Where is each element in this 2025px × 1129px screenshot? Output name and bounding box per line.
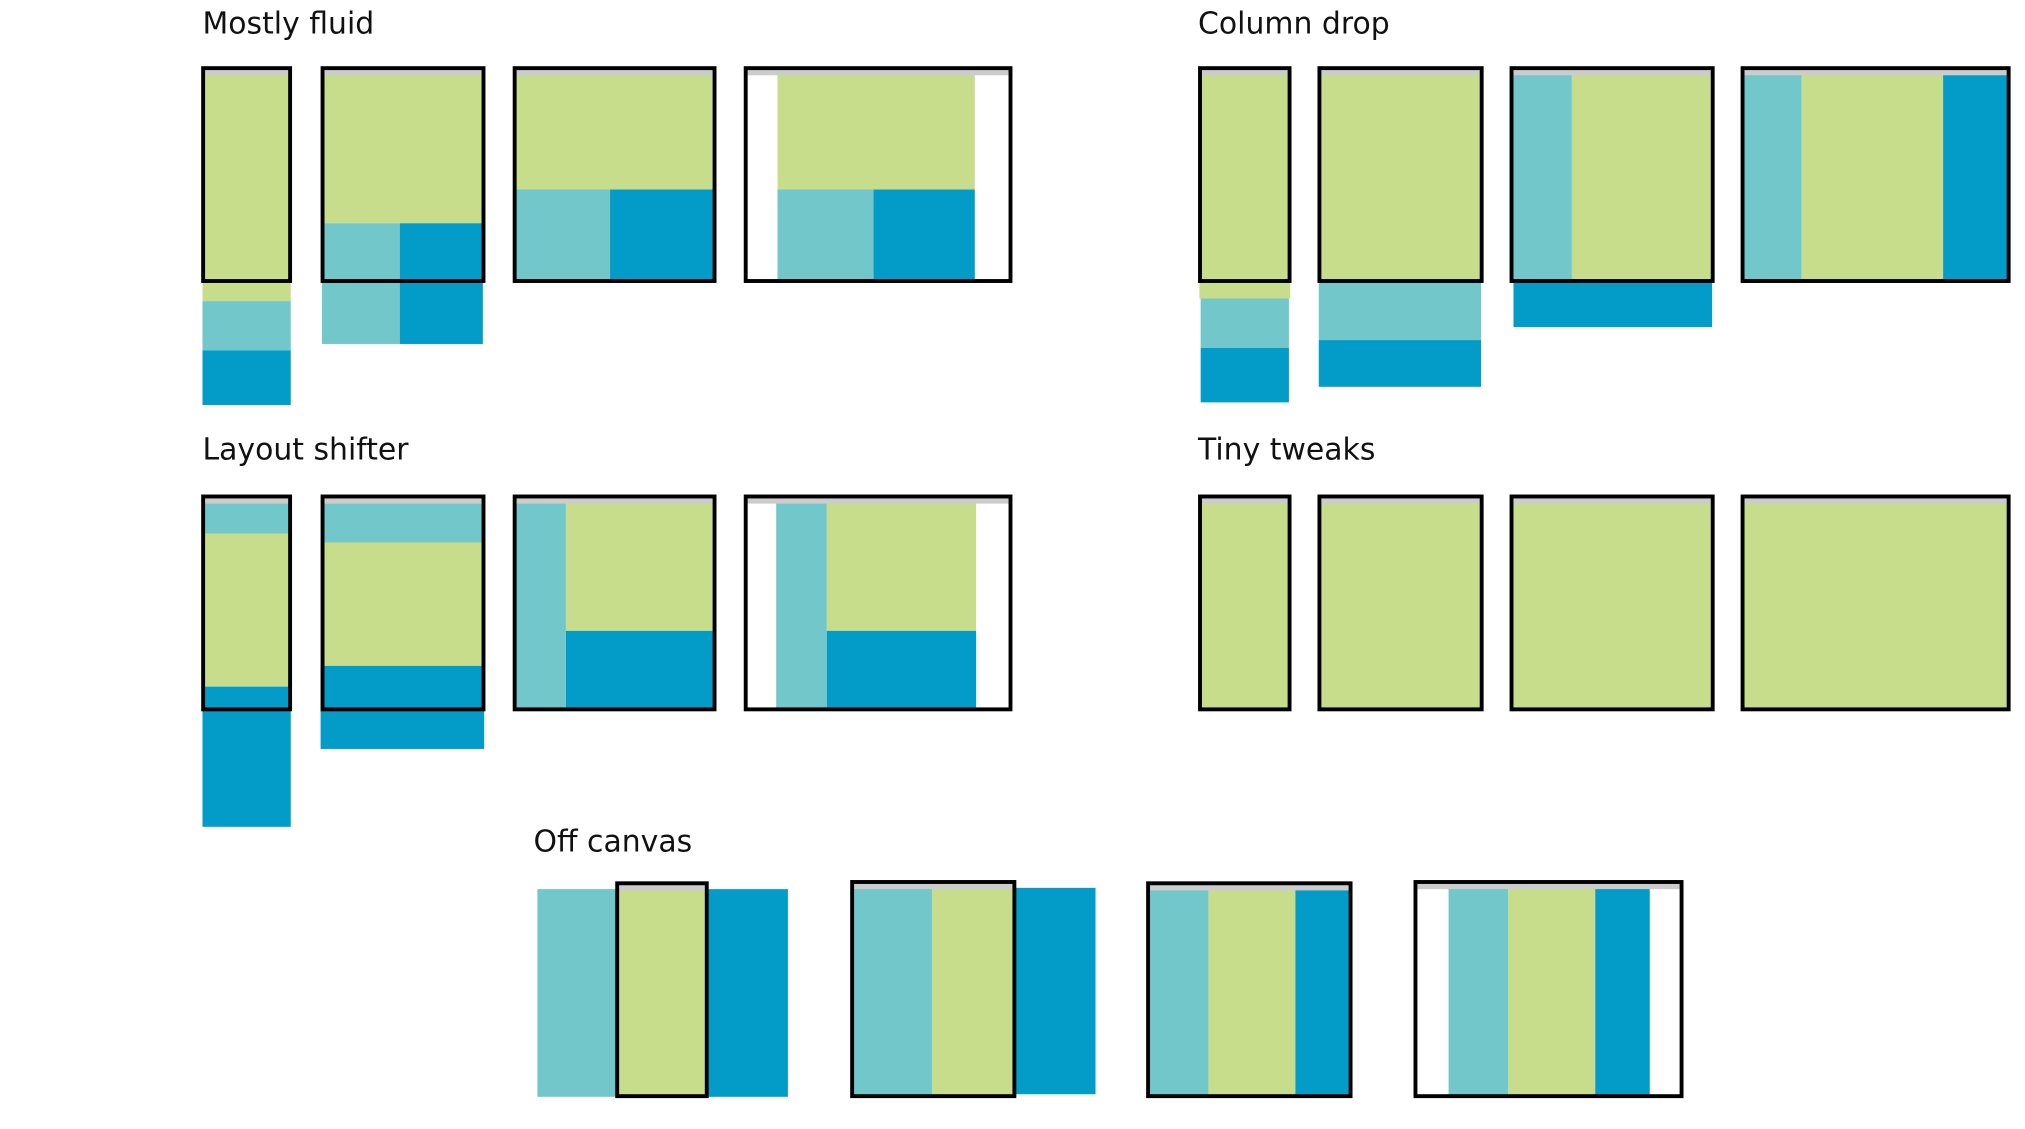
- column-drop-small-tertiary-column-block: [1200, 347, 1289, 403]
- off-canvas-large-tertiary-column-block: [1295, 889, 1350, 1097]
- tiny-tweaks-small-viewport-frame: [1198, 494, 1292, 712]
- off-canvas-large-viewport-frame-browser-bar: [1148, 883, 1350, 891]
- column-drop-xlarge-tertiary-column-block: [1943, 72, 2010, 282]
- layout-shifter-xlarge-tertiary-column-block: [826, 630, 977, 711]
- mostly-fluid-xlarge-tertiary-column-block: [873, 189, 975, 282]
- off-canvas-medium-viewport-frame-browser-bar: [852, 882, 1014, 890]
- layout-shifter-large-viewport-frame-browser-bar: [515, 497, 714, 504]
- tiny-tweaks-xlarge-viewport-frame: [1740, 494, 2011, 712]
- column-drop-large-viewport-frame: [1509, 66, 1715, 283]
- mostly-fluid-large-viewport-frame: [512, 66, 717, 283]
- column-drop-large-main-content-block: [1571, 72, 1714, 282]
- off-canvas-medium-main-content-block: [931, 887, 1014, 1097]
- off-canvas-xlarge-tertiary-column-block: [1595, 887, 1650, 1097]
- column-drop-small-main-content-block: [1199, 72, 1291, 299]
- mostly-fluid-large-main-content-block: [514, 72, 716, 190]
- column-drop-small-viewport-frame: [1198, 66, 1292, 283]
- layout-shifter-small-viewport-frame: [201, 494, 293, 712]
- layout-shifter-medium-viewport-frame-browser-bar: [323, 497, 483, 504]
- column-drop-small-secondary-column-block: [1200, 298, 1289, 348]
- off-canvas-medium-viewport-frame: [850, 880, 1017, 1099]
- off-canvas-large-viewport-frame: [1146, 881, 1353, 1099]
- title-mostly-fluid: Mostly fluid: [202, 7, 375, 42]
- column-drop-medium-secondary-column-block: [1318, 281, 1482, 341]
- off-canvas-medium-secondary-column-block: [851, 887, 932, 1097]
- mostly-fluid-xlarge-secondary-column-block: [777, 189, 874, 282]
- column-drop-xlarge-viewport-frame-browser-bar: [1743, 68, 2009, 76]
- mostly-fluid-xlarge-main-content-block: [777, 72, 975, 190]
- column-drop-medium-tertiary-column-block: [1318, 340, 1482, 387]
- layout-shifter-large-main-content-block: [565, 502, 716, 631]
- off-canvas-small-secondary-column-block: [537, 889, 617, 1097]
- column-drop-xlarge-viewport-frame: [1740, 66, 2011, 283]
- column-drop-small-viewport-frame-browser-bar: [1200, 68, 1289, 76]
- tiny-tweaks-large-viewport-frame-browser-bar: [1512, 497, 1713, 504]
- tiny-tweaks-small-viewport-frame-browser-bar: [1200, 497, 1289, 504]
- title-layout-shifter: Layout shifter: [202, 433, 409, 468]
- layout-shifter-xlarge-secondary-column-block: [776, 502, 827, 711]
- layout-shifter-small-viewport-frame-browser-bar: [203, 497, 290, 504]
- mostly-fluid-medium-main-content-block: [321, 72, 485, 224]
- title-tiny-tweaks: Tiny tweaks: [1198, 433, 1376, 468]
- layout-shifter-medium-tertiary-column-block: [320, 665, 485, 749]
- layout-shifter-medium-main-content-block: [321, 542, 485, 666]
- off-canvas-xlarge-viewport-frame: [1413, 880, 1684, 1099]
- layout-shifter-xlarge-main-content-block: [826, 502, 977, 631]
- mostly-fluid-small-viewport-frame-browser-bar: [203, 68, 290, 76]
- layout-shifter-medium-viewport-frame: [320, 494, 486, 712]
- tiny-tweaks-large-main-content-block: [1510, 501, 1714, 711]
- column-drop-xlarge-main-content-block: [1801, 72, 1944, 282]
- column-drop-medium-main-content-block: [1318, 72, 1483, 282]
- tiny-tweaks-xlarge-viewport-frame-browser-bar: [1743, 497, 2009, 504]
- tiny-tweaks-medium-viewport-frame: [1317, 494, 1484, 712]
- mostly-fluid-medium-viewport-frame: [320, 66, 486, 283]
- layout-shifter-large-secondary-column-block: [514, 502, 566, 711]
- column-drop-large-secondary-column-block: [1512, 72, 1572, 282]
- off-canvas-medium-tertiary-column-block: [1015, 887, 1096, 1095]
- column-drop-medium-viewport-frame-browser-bar: [1320, 68, 1482, 76]
- mostly-fluid-medium-tertiary-column-block: [399, 223, 483, 344]
- title-column-drop: Column drop: [1198, 7, 1390, 42]
- mostly-fluid-small-tertiary-column-block: [202, 350, 291, 405]
- tiny-tweaks-medium-main-content-block: [1318, 501, 1483, 711]
- mostly-fluid-xlarge-viewport-frame-browser-bar: [746, 68, 1010, 76]
- mostly-fluid-small-main-content-block: [202, 72, 291, 302]
- layout-shifter-small-secondary-column-block: [202, 502, 291, 534]
- off-canvas-xlarge-secondary-column-block: [1448, 887, 1509, 1097]
- column-drop-medium-viewport-frame: [1317, 66, 1484, 283]
- tiny-tweaks-small-main-content-block: [1199, 501, 1291, 711]
- layout-shifter-large-tertiary-column-block: [565, 630, 716, 711]
- off-canvas-large-main-content-block: [1208, 889, 1296, 1097]
- off-canvas-xlarge-main-content-block: [1508, 887, 1596, 1097]
- mostly-fluid-small-viewport-frame: [201, 66, 293, 283]
- layout-shifter-xlarge-viewport-frame: [743, 494, 1013, 712]
- layout-shifter-small-main-content-block: [202, 533, 291, 687]
- column-drop-large-tertiary-column-block: [1513, 281, 1713, 328]
- mostly-fluid-large-tertiary-column-block: [610, 189, 716, 282]
- off-canvas-large-secondary-column-block: [1148, 889, 1209, 1097]
- off-canvas-small-viewport-frame-browser-bar: [617, 883, 707, 891]
- tiny-tweaks-large-viewport-frame: [1509, 494, 1715, 712]
- mostly-fluid-medium-secondary-column-block: [321, 223, 400, 344]
- layout-shifter-medium-secondary-column-block: [321, 502, 485, 543]
- title-off-canvas: Off canvas: [533, 825, 693, 860]
- mostly-fluid-xlarge-viewport-frame: [743, 66, 1013, 283]
- off-canvas-small-viewport-frame: [615, 881, 709, 1099]
- column-drop-large-viewport-frame-browser-bar: [1512, 68, 1713, 76]
- column-drop-xlarge-secondary-column-block: [1743, 72, 1802, 282]
- mostly-fluid-small-secondary-column-block: [202, 301, 291, 351]
- tiny-tweaks-medium-viewport-frame-browser-bar: [1320, 497, 1482, 504]
- off-canvas-small-main-content-block: [616, 887, 708, 1097]
- mostly-fluid-large-secondary-column-block: [514, 189, 611, 282]
- off-canvas-small-tertiary-column-block: [707, 889, 788, 1097]
- layout-shifter-large-viewport-frame: [512, 494, 717, 712]
- layout-shifter-xlarge-viewport-frame-browser-bar: [746, 497, 1010, 504]
- off-canvas-xlarge-viewport-frame-browser-bar: [1416, 882, 1681, 890]
- mostly-fluid-medium-viewport-frame-browser-bar: [323, 68, 483, 76]
- mostly-fluid-large-viewport-frame-browser-bar: [515, 68, 714, 76]
- tiny-tweaks-xlarge-main-content-block: [1741, 501, 2010, 711]
